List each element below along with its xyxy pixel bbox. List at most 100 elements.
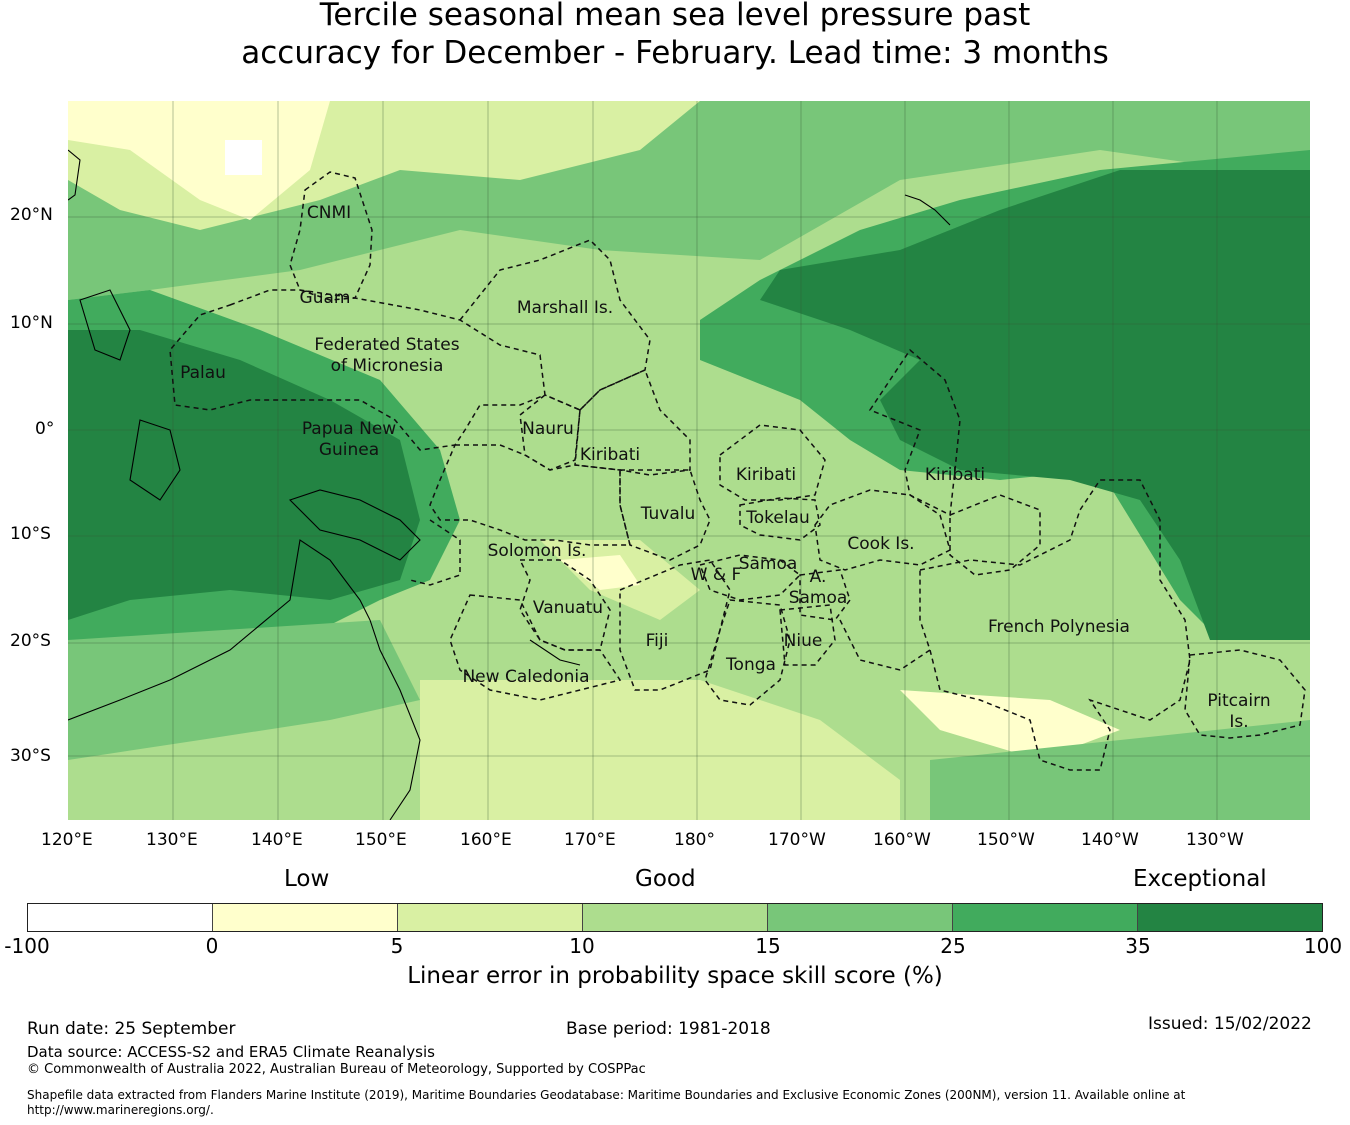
x-tick-label: 170°W [768, 830, 826, 850]
coast-australia-east [369, 619, 421, 820]
skill-field-south-good [930, 720, 1310, 820]
coast-new-caledonia [529, 639, 581, 666]
region-label: W & F [691, 565, 742, 585]
coast-new-guinea [288, 489, 421, 561]
colorbar-bin [213, 904, 398, 931]
skill-field-south-low-2 [900, 690, 1120, 760]
skill-score-map: CNMI Guam Marshall Is. Federated States … [68, 101, 1310, 820]
eez-vanuatu [518, 559, 611, 651]
colorbar-bin [768, 904, 953, 931]
x-tick-label: 140°E [251, 830, 303, 850]
colorbar-bin [398, 904, 583, 931]
map-title-line2: accuracy for December - February. Lead t… [241, 35, 1109, 71]
eez-tuvalu [619, 469, 711, 561]
colorbar-bin [1138, 904, 1322, 931]
region-label: Kiribati [925, 465, 985, 485]
eez-american-samoa [799, 569, 851, 621]
region-label: Samoa [739, 554, 798, 574]
colorbar-tick: 35 [1125, 934, 1151, 958]
region-label: Tuvalu [640, 504, 696, 524]
eez-png-solomon [409, 519, 461, 586]
eez-niue [779, 604, 836, 666]
issued-date: Issued: 15/02/2022 [1148, 1014, 1312, 1034]
y-tick-label: 10°S [10, 524, 51, 544]
region-label: Guam [300, 288, 351, 308]
x-tick-label: 150°E [355, 830, 407, 850]
base-period: Base period: 1981-2018 [566, 1019, 771, 1039]
region-label: Federated States [314, 335, 459, 355]
x-tick-label: 180° [674, 830, 715, 850]
region-label: Kiribati [736, 465, 796, 485]
coast-borneo [129, 419, 181, 501]
region-label: Niue [784, 631, 823, 651]
colorbar-tick: 100 [1303, 934, 1343, 958]
colorbar-bin [28, 904, 213, 931]
eez-micronesia-palau [169, 289, 546, 451]
colorbar-tick: 0 [205, 934, 219, 958]
eez-pitcairn [1184, 649, 1306, 739]
region-label: Nauru [522, 419, 574, 439]
region-label: Guinea [319, 440, 379, 460]
skill-field-west-exceptional [68, 330, 420, 620]
x-tick-label: 140°W [1081, 830, 1139, 850]
shapefile-credit-line2: http://www.marineregions.org/. [27, 1103, 214, 1117]
colorbar-tick: 10 [569, 934, 595, 958]
eez-solomon [429, 444, 631, 546]
colorbar-label: Linear error in probability space skill … [407, 963, 943, 989]
region-label: Samoa [789, 588, 848, 608]
x-tick-label: 160°W [873, 830, 931, 850]
run-date: Run date: 25 September [27, 1019, 236, 1039]
x-tick-label: 150°W [977, 830, 1035, 850]
x-tick-label: 160°E [460, 830, 512, 850]
x-tick-label: 130°E [146, 830, 198, 850]
y-tick-label: 30°S [10, 746, 51, 766]
region-label: A. [810, 567, 827, 587]
colorbar-tick: -100 [4, 934, 50, 958]
legend-category-exceptional: Exceptional [1133, 866, 1267, 892]
skill-field-south-low-1 [560, 555, 640, 590]
x-tick-label: 170°E [564, 830, 616, 850]
legend-category-good: Good [635, 866, 696, 892]
region-label: French Polynesia [988, 617, 1130, 637]
shapefile-credit-line1: Shapefile data extracted from Flanders M… [27, 1088, 1186, 1102]
eez-marshall [459, 239, 651, 411]
region-label: CNMI [307, 203, 351, 223]
y-tick-label: 20°S [10, 631, 51, 651]
colorbar-bin [583, 904, 768, 931]
eez-fiji [619, 559, 731, 691]
data-source: Data source: ACCESS-S2 and ERA5 Climate … [27, 1043, 435, 1061]
colorbar-tick: 25 [940, 934, 966, 958]
eez-wallis-samoa [698, 554, 802, 601]
region-label: Fiji [646, 631, 669, 651]
region-label: Tonga [725, 655, 776, 675]
y-tick-label: 10°N [10, 313, 53, 333]
coastlines [68, 149, 951, 820]
skill-field-east-exceptional [760, 170, 1310, 640]
y-tick-label: 0° [35, 419, 55, 439]
skill-field-north-low [68, 101, 330, 220]
map-gridlines [68, 101, 1310, 820]
region-label: Palau [180, 363, 226, 383]
x-tick-label: 120°E [41, 830, 93, 850]
colorbar-tick: 5 [390, 934, 404, 958]
eez-boundaries [169, 171, 1306, 771]
region-label: Tokelau [745, 508, 810, 528]
coast-australia-north [68, 539, 371, 721]
copyright: © Commonwealth of Australia 2022, Austra… [27, 1062, 646, 1077]
map-title-line1: Tercile seasonal mean sea level pressure… [319, 0, 1031, 33]
eez-cook-south [839, 619, 931, 671]
y-tick-label: 20°N [10, 205, 53, 225]
skill-field-south-fair-2 [420, 680, 900, 820]
colorbar-bin [953, 904, 1138, 931]
region-label: Cook Is. [847, 534, 914, 554]
eez-kiribati-phoenix [719, 424, 826, 501]
eez-cook [814, 489, 951, 571]
x-tick-label: 130°W [1186, 830, 1244, 850]
region-label: New Caledonia [462, 667, 589, 687]
coast-philippines [79, 289, 131, 361]
region-labels: CNMI Guam Marshall Is. Federated States … [180, 203, 1271, 732]
coast-taiwan [68, 149, 81, 201]
region-label: Papua New [302, 419, 396, 439]
coast-hawaii [904, 194, 951, 226]
region-label: Vanuatu [533, 598, 603, 618]
